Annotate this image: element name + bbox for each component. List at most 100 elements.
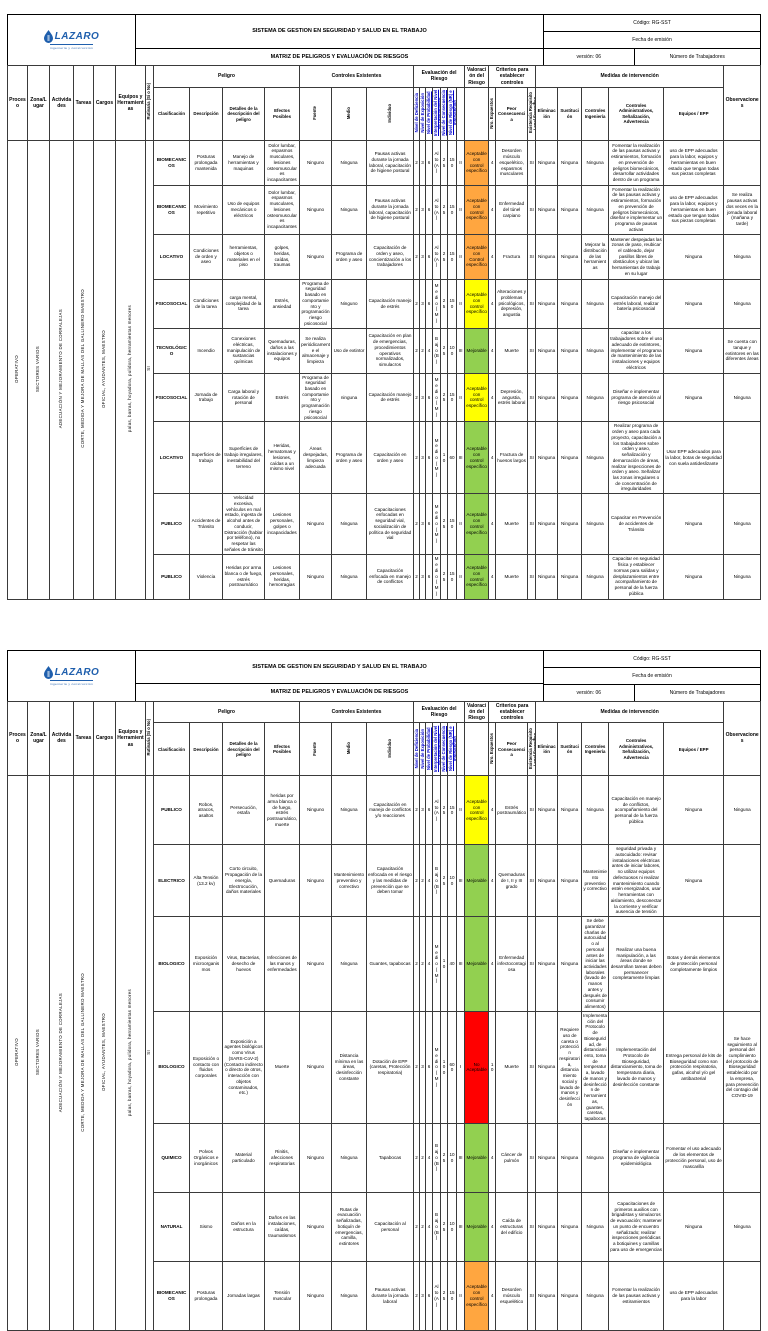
- cell-interpretacion-nr: III: [456, 844, 466, 918]
- cell-observaciones: Ninguna: [723, 372, 762, 423]
- cell-controles-ingenieria: Ninguna: [581, 139, 610, 186]
- col-header-fuente: Fuente: [299, 86, 333, 141]
- cell-detalles: herramientas, objetos o materiales en el…: [222, 233, 265, 280]
- cell-efectos: Dolor lumbar, espasmos musculares, lesio…: [263, 184, 301, 235]
- cell-nivel-riesgo: 150: [447, 493, 458, 555]
- cell-rutinaria: SI: [145, 139, 154, 600]
- cell-nivel-probabilidad: 6: [425, 233, 434, 280]
- col-header-cargos: Cargos: [93, 700, 116, 777]
- cell-observaciones: [723, 1260, 762, 1331]
- cell-requisito-legal: SI: [527, 1010, 537, 1124]
- cell-clasificacion: PUBLICO: [153, 493, 190, 555]
- doc-code: Código: RG-SST: [544, 651, 760, 668]
- cell-interpretacion-nr: III: [456, 327, 466, 374]
- cell-nro-expuestos: 4: [488, 1191, 497, 1262]
- cell-medio: Ninguna: [331, 184, 368, 235]
- cell-descripcion: Condiciones de la tarea: [189, 278, 223, 329]
- cell-detalles: Material particulado: [222, 1122, 265, 1193]
- col-header-efectos: Efectos Posibles: [263, 86, 301, 141]
- cell-nivel-riesgo: 150: [447, 184, 458, 235]
- cell-clasificacion: QUIMICO: [153, 1122, 190, 1193]
- cell-interpretacion-nr: II: [456, 1260, 466, 1331]
- cell-descripcion: Sismo: [189, 1191, 223, 1262]
- logo-text: LAZARO: [54, 666, 100, 678]
- cell-peor-consecuencia: Alteraciones y problemas psicológicos, d…: [495, 278, 529, 329]
- col-header-equipos-epp: Equipos / EPP: [663, 86, 725, 141]
- col-header-nivel-exposicion: Nivel de Exposición: [419, 722, 427, 777]
- cell-fuente: Ninguno: [299, 1010, 333, 1124]
- cell-observaciones: [723, 916, 762, 1012]
- cell-medio: Mantenimiento preventivo y correctivo: [331, 844, 368, 918]
- cell-peor-consecuencia: Quemaduras de I, II y III grado: [495, 844, 529, 918]
- table-row: LOCATIVO Condiciones de orden y aseo herra…: [8, 233, 762, 280]
- cell-efectos: Tensión muscular: [263, 1260, 301, 1331]
- cell-requisito-legal: SI: [527, 1260, 537, 1331]
- col-header-observaciones: Observaciones: [723, 700, 762, 777]
- col-header-sustitucion: Sustitución: [557, 86, 583, 141]
- group-header-medidas: Medidas de intervención: [535, 65, 725, 88]
- cell-eliminacion: Ninguna: [535, 553, 559, 600]
- cell-efectos: Rinitis, afecciones respiratorias: [263, 1122, 301, 1193]
- cell-observaciones: Ninguna: [723, 278, 762, 329]
- cell-equipos-epp: Ninguna: [663, 493, 725, 555]
- cell-peor-consecuencia: Muerte: [495, 553, 529, 600]
- matrix-title: MATRIZ DE PELIGROS Y EVALUACIÓN DE RIESG…: [136, 684, 544, 701]
- cell-interpretacion-nr: II: [456, 278, 466, 329]
- cell-nivel-consecuencia: 25: [440, 844, 449, 918]
- cell-requisito-legal: SI: [527, 372, 537, 423]
- cell-interpretacion-np: Medio (M): [432, 493, 442, 555]
- cell-sustitucion: Ninguna: [557, 493, 583, 555]
- cell-observaciones: [723, 139, 762, 186]
- document-page: LAZARO ingeniería y construcción SISTEMA…: [7, 14, 762, 600]
- logo-tagline: ingeniería y construcción: [49, 679, 94, 686]
- col-header-nro-expuestos: Nro. Expuestos: [488, 722, 497, 777]
- col-header-peor-consecuencia: Peor Consecuencia: [495, 722, 529, 777]
- system-title: SISTEMA DE GESTION EN SEGURIDAD Y SALUD …: [136, 650, 544, 685]
- cell-controles-administrativos: Capacitar en Prevención de accidentes de…: [608, 493, 665, 555]
- cell-medio: ninguna: [331, 372, 368, 423]
- cell-detalles: Carga laboral y rotación de personal: [222, 372, 265, 423]
- cell-aceptabilidad: Mejorable: [464, 327, 490, 374]
- cell-equipos-epp: Ninguna: [663, 327, 725, 374]
- cell-interpretacion-nr: II: [456, 775, 466, 846]
- matrix-title: MATRIZ DE PELIGROS Y EVALUACIÓN DE RIESG…: [136, 48, 544, 65]
- cell-tareas: CORTE, MEDIDA Y MEJORA DE MALLAS DEL GAL…: [73, 139, 94, 600]
- cell-individuo: Capacitación en orden y aseo: [366, 421, 415, 495]
- cell-medio: Ninguna: [331, 775, 368, 846]
- document-page: LAZARO ingeniería y construcción SISTEMA…: [7, 649, 762, 1331]
- table-row: OPERATIVO SECTORES VARIOS ADECUACIÓN Y MEJ…: [7, 775, 762, 1331]
- cell-clasificacion: LOCATIVO: [153, 421, 190, 495]
- doc-workers-label: Número de Trabajadores: [669, 54, 725, 60]
- cell-individuo: Capacitación de orden y aseo, concientiz…: [366, 233, 415, 280]
- cell-peor-consecuencia: Caída de estructuras del edificio: [495, 1191, 529, 1262]
- cell-fuente: Ninguno: [299, 916, 333, 1012]
- cell-rutinaria: SI: [145, 775, 154, 1331]
- col-header-controles-ingenieria: Controles Ingeniería: [581, 86, 610, 141]
- col-header-interpretacion-np: Interpretación del Nivel de Probabilidad: [432, 722, 442, 777]
- cell-peor-consecuencia: Desorden músculo esquelético, espasmos m…: [495, 139, 529, 186]
- cell-eliminacion: Ninguna: [535, 327, 559, 374]
- col-header-aceptabilidad: Aceptabilidad del Riesgo: [464, 722, 490, 777]
- cell-sustitucion: Ninguna: [557, 233, 583, 280]
- cell-nivel-consecuencia: 25: [440, 775, 449, 846]
- cell-detalles: Superficies de trabajo irregulares, ines…: [222, 421, 265, 495]
- cell-sustitucion: Ninguna: [557, 421, 583, 495]
- cell-nro-expuestos: 4: [488, 421, 497, 495]
- logo-tagline: ingeniería y construcción: [49, 44, 94, 50]
- cell-fuente: Ninguno: [299, 844, 333, 918]
- cell-equipos-epp: Fomentar el uso adecuado de los elemento…: [663, 1122, 725, 1193]
- col-header-clasificacion: Clasificación: [153, 722, 190, 777]
- cell-nivel-consecuencia: 25: [440, 278, 449, 329]
- col-header-nivel-consecuencia: Nivel de Consecuencia: [440, 86, 449, 141]
- cell-efectos: Lesiones personales, heridas, hemorragia…: [263, 553, 301, 600]
- group-header-medidas: Medidas de intervención: [535, 700, 725, 724]
- cell-efectos: Muerte: [263, 1010, 301, 1124]
- cell-descripcion: Superficies de trabajo: [189, 421, 223, 495]
- cell-clasificacion: PSICOSOCIAL: [153, 278, 190, 329]
- cell-descripcion: Alta Tensión (13.2 kv): [189, 844, 223, 918]
- cell-interpretacion-np: Medio (M): [432, 372, 442, 423]
- cell-requisito-legal: SI: [527, 139, 537, 186]
- cell-individuo: Guantes, tapabocas: [366, 916, 415, 1012]
- cell-nivel-riesgo: 150: [447, 1260, 458, 1331]
- cell-fuente: Ninguno: [299, 1122, 333, 1193]
